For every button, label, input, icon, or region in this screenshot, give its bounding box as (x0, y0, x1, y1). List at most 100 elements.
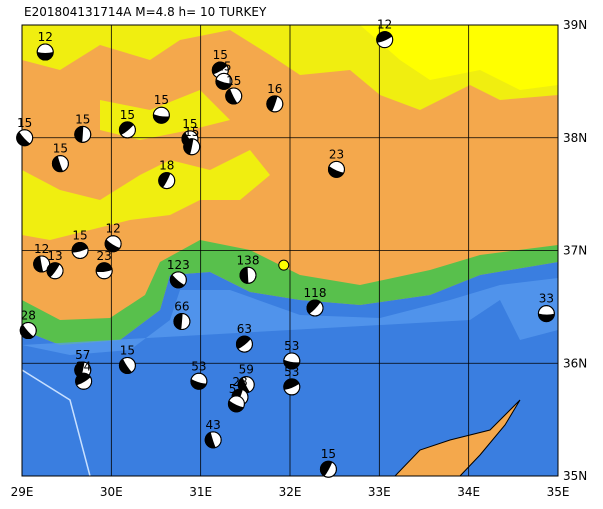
beachball-outline (75, 372, 93, 390)
epicenter (278, 259, 290, 271)
beachball-outline (183, 138, 201, 156)
depth-label: 15 (321, 447, 336, 461)
y-tick-label: 39N (563, 18, 587, 32)
depth-label: 15 (213, 48, 228, 62)
depth-label: 15 (75, 112, 90, 126)
depth-label: 123 (167, 258, 190, 272)
depth-label: 15 (226, 74, 241, 88)
beachball-quadrant (205, 432, 216, 448)
depth-label: 13 (47, 249, 62, 263)
beachball-outline (169, 271, 187, 289)
depth-label: 59 (239, 363, 254, 377)
beachball-quadrant (96, 262, 113, 273)
beachball-quadrant (119, 121, 134, 135)
beachball-quadrant (266, 95, 278, 112)
beachball-outline (71, 242, 89, 259)
beachball-quadrant (190, 378, 207, 390)
beachball-quadrant (283, 359, 300, 369)
depth-label: 18 (159, 159, 174, 173)
x-tick-label: 33E (368, 485, 391, 499)
beachball-quadrant (307, 300, 321, 314)
beachball-outline (190, 372, 208, 390)
x-tick-label: 29E (11, 485, 34, 499)
beachball-outline (118, 357, 136, 375)
beachball-quadrant (153, 114, 170, 124)
depth-label: 57 (75, 348, 90, 362)
x-tick-label: 32E (279, 485, 302, 499)
beachball-quadrant (212, 62, 228, 75)
depth-label: 53 (284, 365, 299, 379)
beachball-quadrant (52, 156, 64, 172)
beachball-outline (36, 43, 54, 61)
beachball-quadrant (119, 358, 132, 374)
beachball-outline (215, 72, 233, 90)
depth-label: 15 (216, 59, 231, 73)
map-title: E201804131714A M=4.8 h= 10 TURKEY (24, 5, 267, 19)
depth-label: 15 (120, 108, 135, 122)
depth-label: 28 (21, 309, 36, 323)
y-tick-label: 36N (563, 356, 587, 370)
depth-label: 23 (329, 147, 344, 161)
beachball-outline (319, 460, 337, 478)
beachball-outline (158, 172, 176, 190)
beachball-quadrant (170, 274, 185, 288)
depth-label: 15 (154, 93, 169, 107)
beachball-outline (537, 305, 555, 323)
y-tick-label: 35N (563, 469, 587, 483)
beachball-quadrant (283, 378, 300, 390)
beachball-quadrant (173, 313, 183, 330)
beachball-quadrant (236, 336, 251, 350)
y-tick-label: 38N (563, 131, 587, 145)
x-tick-label: 30E (100, 485, 123, 499)
depth-label: 15 (120, 344, 135, 358)
beachball-quadrant (538, 313, 555, 322)
depth-label: 53 (191, 359, 206, 373)
beachball-outline (118, 121, 136, 139)
beachball-quadrant (225, 88, 238, 105)
beachball-outline (51, 155, 69, 173)
beachball-quadrant (37, 52, 54, 61)
beachball-outline (376, 31, 394, 49)
beachball-outline (239, 266, 257, 284)
beachball-quadrant (74, 126, 84, 143)
y-tick-label: 37N (563, 244, 587, 258)
depth-label: 138 (237, 253, 260, 267)
beachball-outline (327, 160, 345, 178)
depth-label: 12 (34, 242, 49, 256)
beachball-outline (204, 431, 222, 449)
beachball-quadrant (376, 31, 393, 43)
depth-label: 12 (105, 222, 120, 236)
depth-label: 12 (377, 18, 392, 32)
depth-label: 53 (284, 339, 299, 353)
beachball-quadrant (20, 324, 34, 339)
beachball-quadrant (33, 256, 44, 273)
beachball-quadrant (328, 166, 344, 178)
x-tick-label: 31E (189, 485, 212, 499)
depth-label: 33 (539, 292, 554, 306)
beachball-outline (235, 335, 253, 353)
depth-label: 15 (17, 116, 32, 130)
depth-label: 63 (237, 322, 252, 336)
depth-label: 23 (97, 249, 112, 263)
depth-label: 16 (267, 82, 282, 96)
depth-label: 15 (184, 125, 199, 139)
beachball-outline (46, 262, 64, 280)
beachball-outline (227, 395, 245, 413)
beachball-outline (283, 378, 301, 396)
depth-label: 28 (232, 375, 247, 389)
beachball-quadrant (240, 267, 249, 284)
depth-label: 57 (229, 382, 244, 396)
beachball-outline (173, 313, 191, 331)
beachball-outline (33, 255, 51, 273)
beachball-outline (95, 262, 113, 280)
beachball-outline (225, 87, 243, 105)
depth-label: 43 (206, 418, 221, 432)
beachball-quadrant (105, 239, 120, 252)
depth-label: 15 (72, 229, 87, 243)
beachball-outline (306, 299, 324, 317)
beachball-quadrant (183, 138, 194, 155)
beachball-quadrant (320, 461, 333, 477)
depth-label: 12 (38, 30, 53, 44)
beachball-quadrant (16, 131, 31, 146)
